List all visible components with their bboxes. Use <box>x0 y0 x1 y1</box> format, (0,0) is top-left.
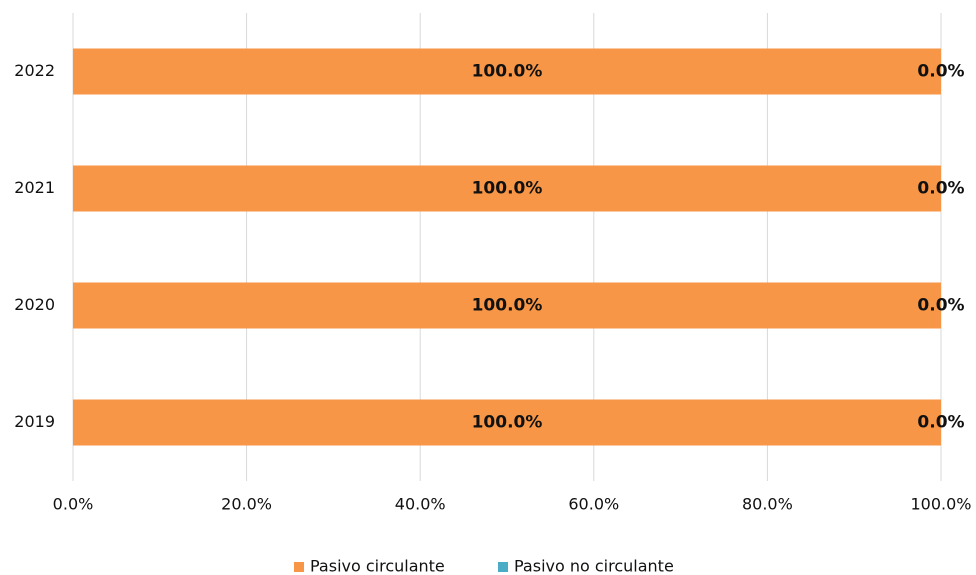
value-label: 100.0% <box>472 413 543 433</box>
value-label: 0.0% <box>917 296 964 316</box>
legend-swatch <box>498 562 508 572</box>
legend-swatch <box>294 562 304 572</box>
x-tick-label: 80.0% <box>742 495 793 514</box>
y-tick-label: 2022 <box>14 61 55 80</box>
bar-segment <box>73 282 941 329</box>
value-label: 0.0% <box>917 179 964 199</box>
y-tick-label: 2020 <box>14 295 55 314</box>
value-label: 0.0% <box>917 413 964 433</box>
x-tick-label: 0.0% <box>53 495 94 514</box>
x-tick-label: 20.0% <box>221 495 272 514</box>
y-tick-label: 2019 <box>14 412 55 431</box>
bar-segment <box>73 399 941 446</box>
bar-segment <box>73 48 941 95</box>
value-label: 100.0% <box>472 179 543 199</box>
x-tick-label: 60.0% <box>568 495 619 514</box>
legend-label: Pasivo no circulante <box>514 557 674 575</box>
y-tick-label: 2021 <box>14 178 55 197</box>
value-label: 0.0% <box>917 62 964 82</box>
bar-segment <box>73 165 941 212</box>
value-label: 100.0% <box>472 62 543 82</box>
x-tick-label: 100.0% <box>910 495 971 514</box>
legend-label: Pasivo circulante <box>310 557 445 575</box>
value-label: 100.0% <box>472 296 543 316</box>
x-tick-label: 40.0% <box>395 495 446 514</box>
